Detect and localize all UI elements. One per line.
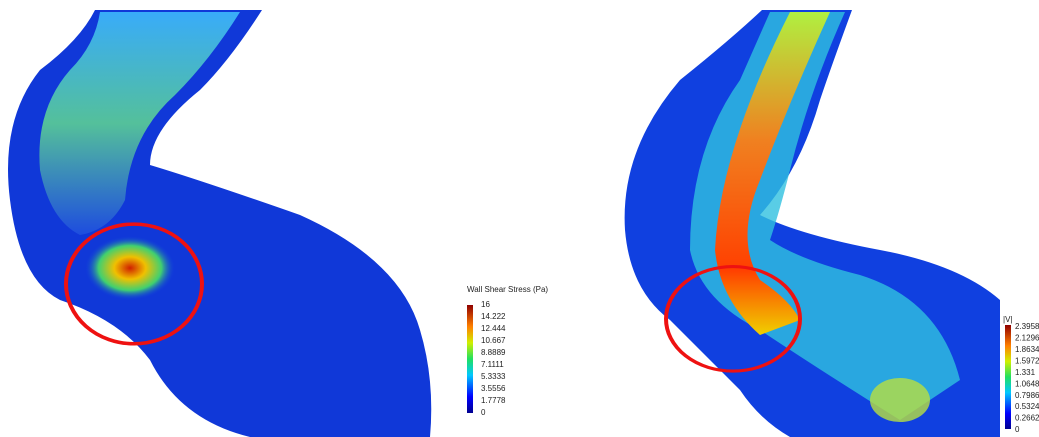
colorbar-title: Wall Shear Stress (Pa) — [467, 285, 548, 294]
colorbar-tick-label: 0.5324 — [1015, 402, 1039, 411]
colorbar-tick-label: 1.0648 — [1015, 379, 1039, 388]
colorbar: Wall Shear Stress (Pa) 16 14.222 12.444 10.… — [467, 285, 548, 417]
colorbar: |V| 2.3958 2.1296 1.8634 1.5972 1.331 1.0648 0… — [1003, 315, 1039, 434]
colorbar-tick-label: 7.1111 — [481, 360, 504, 369]
colorbar-tick-label: 1.5972 — [1015, 356, 1039, 365]
colorbar-scale — [1005, 325, 1011, 429]
colorbar-tick-label: 3.5556 — [481, 384, 506, 393]
colorbar-tick-label: 0 — [1015, 425, 1020, 434]
colorbar-tick-label: 0.2662 — [1015, 414, 1039, 423]
colorbar-tick-label: 5.3333 — [481, 372, 506, 381]
figure: Wall Shear Stress (Pa) 16 14.222 12.444 10.… — [0, 0, 1039, 437]
colorbar-tick-label: 1.331 — [1015, 368, 1036, 377]
colorbar-tick-label: 12.444 — [481, 324, 506, 333]
colorbar-tick-label: 1.8634 — [1015, 345, 1039, 354]
colorbar-scale — [467, 305, 473, 413]
colorbar-tick-label: 2.1296 — [1015, 334, 1039, 343]
colorbar-tick-label: 1.7778 — [481, 396, 506, 405]
hot-spot — [85, 236, 175, 300]
colorbar-title: |V| — [1003, 315, 1013, 324]
figure-canvas: Wall Shear Stress (Pa) 16 14.222 12.444 10.… — [0, 0, 1039, 437]
colorbar-tick-label: 10.667 — [481, 336, 506, 345]
colorbar-tick-label: 14.222 — [481, 312, 506, 321]
colorbar-tick-label: 16 — [481, 300, 490, 309]
colorbar-tick-label: 2.3958 — [1015, 322, 1039, 331]
colorbar-tick-label: 8.8889 — [481, 348, 506, 357]
colorbar-tick-label: 0 — [481, 408, 486, 417]
colorbar-tick-label: 0.7986 — [1015, 391, 1039, 400]
velocity-pocket — [870, 378, 930, 422]
